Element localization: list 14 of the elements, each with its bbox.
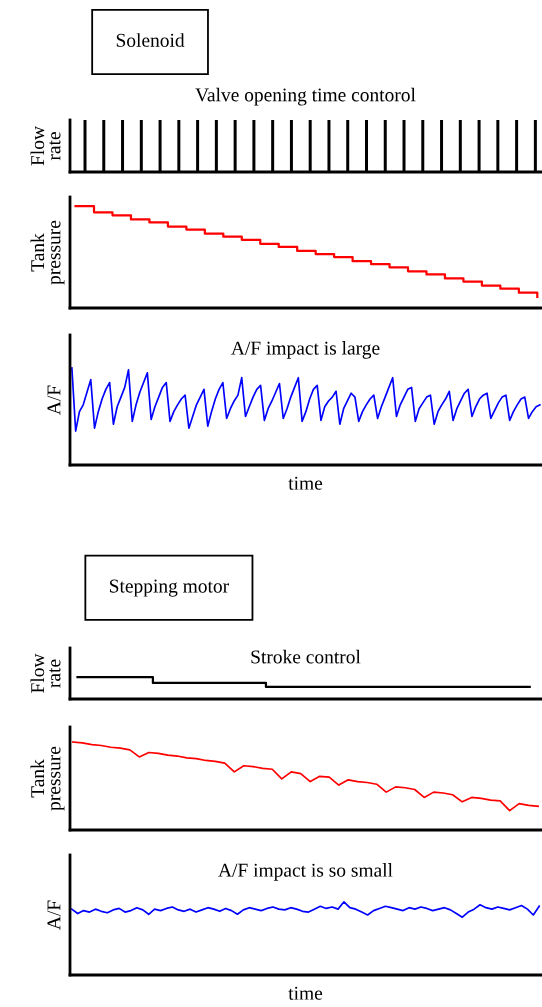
chart-title: Stroke control — [251, 649, 361, 664]
chart-title: Valve opening time contorol — [195, 87, 416, 106]
y-axis-title: A/F — [47, 385, 61, 415]
y-axis-title: Tank pressure — [30, 220, 65, 285]
x-axis-title: time — [288, 476, 323, 490]
y-axis-title: A/F — [47, 900, 61, 930]
text: Stepping motor — [109, 579, 229, 597]
x-axis-title: time — [288, 986, 323, 1000]
y-axis-title: Flow rate — [30, 126, 61, 166]
y-axis-title: Flow rate — [30, 653, 61, 693]
chart-title: A/F impact is so small — [218, 863, 393, 881]
chart-title: A/F impact is large — [231, 341, 380, 359]
text: Solenoid — [116, 33, 185, 47]
y-axis-title: Tank pressure — [30, 746, 65, 811]
